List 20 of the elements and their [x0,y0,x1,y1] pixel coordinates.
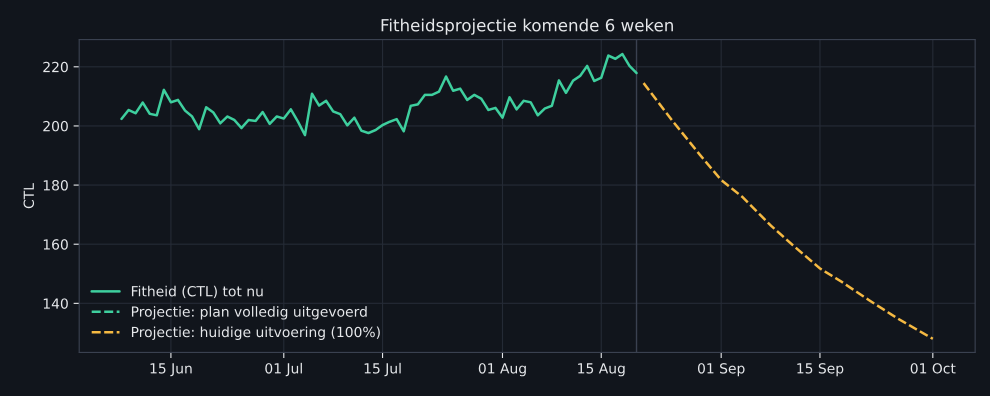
y-tick-label: 200 [43,120,68,132]
x-tick-label: 01 Jul [265,362,302,376]
x-tick-label: 01 Sep [698,363,745,376]
y-tick-label: 160 [44,239,68,250]
y-axis-title: CTL [24,183,34,208]
legend-label: Fitheid (CTL) tot nu [132,286,263,298]
line-series [642,82,934,340]
x-tick-label: 15 Jun [150,363,192,376]
x-tick-label: 01 Oct [910,363,956,374]
line-series [120,52,638,136]
chart-title: Fitheidsprojectie komende 6 weken [382,18,673,35]
x-tick-label: 15 Aug [578,363,625,376]
legend-label: Projectie: plan volledig uitgevoerd [132,306,367,320]
x-tick-label: 15 Sep [797,363,844,376]
y-tick-label: 220 [43,62,68,72]
x-tick-label: 01 Aug [478,363,526,376]
legend-label: Projectie: huidige uitvoering (100%) [132,326,380,340]
y-tick-label: 180 [44,180,68,191]
x-tick-label: 15 Jul [364,362,401,376]
y-tick-label: 140 [44,298,68,309]
